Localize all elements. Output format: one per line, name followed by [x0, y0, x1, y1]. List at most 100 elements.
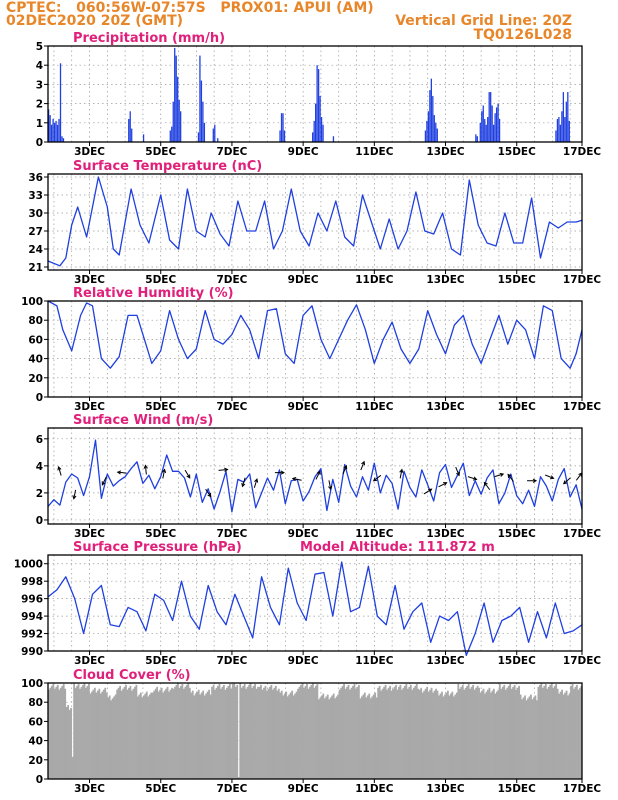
cloud-bar	[313, 687, 316, 779]
precip-bar	[50, 124, 53, 142]
precip-bar	[49, 115, 51, 142]
y-tick-label: 2	[36, 99, 43, 111]
wind-vector	[117, 471, 127, 474]
cloud-bar	[567, 695, 569, 779]
y-tick-label: 80	[28, 697, 43, 709]
cloud-bar	[224, 689, 227, 779]
cloud-bar	[214, 689, 216, 779]
cloud-bar	[347, 684, 350, 779]
precip-bar	[180, 111, 182, 142]
cloud-bar	[135, 684, 138, 779]
cloud-bar	[335, 696, 338, 779]
cloud-bar	[309, 686, 311, 779]
cloud-bar	[399, 684, 402, 779]
cloud-bar	[445, 692, 448, 779]
precip-bar	[319, 95, 321, 142]
cloud-bar	[151, 692, 154, 779]
precip-bar	[61, 136, 63, 142]
cloud-bar	[67, 705, 70, 779]
y-tick-label: 994	[21, 611, 43, 623]
panel-frame	[47, 427, 583, 525]
cloud-bar	[421, 692, 424, 779]
precip-bar	[212, 128, 214, 142]
cloud-bar	[576, 684, 578, 779]
cloud-bar	[485, 691, 488, 779]
wind-vector	[455, 466, 460, 476]
precip-bar	[488, 92, 490, 142]
x-tick-label: 5DEC	[145, 528, 176, 540]
cloud-bar	[420, 687, 423, 779]
cloud-bar	[381, 688, 384, 779]
wind-vector-head	[241, 482, 246, 488]
cloud-bar	[472, 684, 475, 779]
cloud-bar	[424, 688, 427, 779]
wind-vector-head	[280, 470, 285, 475]
cloud-bar	[211, 686, 213, 779]
x-tick-label: 7DEC	[216, 783, 247, 795]
cloud-bar	[533, 697, 535, 779]
wind-vector-head	[499, 472, 505, 477]
cloud-bar	[178, 687, 181, 779]
cloud-bar	[512, 686, 515, 779]
cloud-bar	[549, 684, 552, 779]
x-tick-label: 13DEC	[426, 783, 465, 795]
precip-bar	[313, 120, 315, 142]
wind-vector-head	[483, 481, 488, 487]
cloud-bar	[541, 687, 544, 779]
cloud-bar	[88, 683, 90, 779]
cloud-bar	[494, 693, 497, 779]
y-tick-label: 2	[36, 488, 43, 500]
run-date: 02DEC2020 20Z (GMT)	[6, 13, 184, 29]
cloud-bar	[442, 696, 445, 779]
cloud-bar	[86, 685, 89, 779]
cloud-bar	[329, 697, 332, 779]
precip-bar	[567, 92, 569, 142]
x-tick-label: 17DEC	[563, 655, 602, 667]
cloud-bar	[288, 694, 291, 779]
y-tick-label: 4	[36, 461, 43, 473]
wind-vector	[58, 466, 62, 476]
precip-bar	[197, 132, 200, 142]
cloud-bar	[441, 691, 443, 779]
precip-bar	[174, 47, 176, 142]
cloud-bar	[236, 684, 239, 779]
cloud-bar	[104, 687, 107, 779]
precip-bar	[490, 92, 492, 142]
cloud-bar	[157, 691, 160, 779]
y-tick-label: 30	[28, 208, 43, 220]
precip-bar	[430, 78, 432, 142]
precip-bar	[561, 111, 563, 142]
cloud-bar	[331, 695, 334, 779]
x-tick-label: 9DEC	[288, 146, 319, 158]
x-tick-label: 7DEC	[216, 528, 247, 540]
cloud-bar	[177, 683, 179, 779]
x-tick-label: 17DEC	[563, 528, 602, 540]
cloud-bar	[577, 689, 580, 779]
wind-vector	[438, 482, 447, 488]
precip-bar	[491, 105, 493, 142]
cloud-bar	[111, 698, 114, 779]
precip-bar	[316, 65, 318, 142]
cloud-bar	[320, 695, 323, 779]
cloud-bar	[439, 693, 442, 779]
x-tick-label: 5DEC	[145, 655, 176, 667]
cloud-bar	[481, 690, 483, 779]
wind-vector-head	[116, 470, 122, 475]
cloud-bar	[180, 685, 182, 779]
cloud-bar	[415, 683, 418, 779]
cloud-bar	[365, 697, 368, 779]
cloud-bar	[243, 683, 246, 779]
precip-bar	[479, 122, 481, 142]
cloud-bar	[449, 693, 452, 779]
cloud-bar	[319, 697, 322, 779]
panel-pressure: 990 992 994 996 998 1000 3DEC 5DEC 7DEC 9DEC 11DEC…	[14, 540, 602, 667]
cloud-bar	[191, 690, 194, 779]
precip-bar	[493, 124, 495, 142]
cloud-bar	[346, 686, 348, 779]
cloud-bar	[264, 685, 267, 779]
panel-frame	[47, 682, 583, 780]
precip-bar	[282, 113, 284, 142]
precip-bar	[279, 130, 281, 142]
cloud-bar	[427, 691, 430, 779]
wind-vector-head	[316, 470, 321, 475]
